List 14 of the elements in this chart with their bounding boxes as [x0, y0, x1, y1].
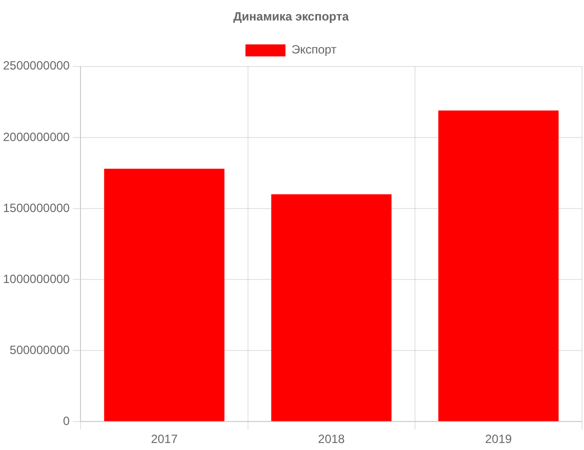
y-tick-label: 2000000000: [2, 130, 70, 144]
x-tick-label: 2018: [318, 432, 346, 446]
legend-label: Экспорт: [291, 42, 338, 57]
bar: [104, 168, 224, 422]
y-tick-label: 1500000000: [2, 200, 70, 215]
y-tick-label: 1000000000: [2, 272, 70, 286]
y-tick-label: 2500000000: [2, 58, 70, 73]
y-tick-label: 0: [63, 414, 70, 428]
x-tick-label: 2019: [485, 432, 512, 446]
y-tick-label: 500000000: [10, 342, 70, 357]
chart-title: Динамика экспорта: [233, 10, 350, 24]
bar: [438, 110, 559, 422]
x-tick-label: 2017: [150, 432, 178, 446]
bar: [271, 194, 392, 422]
